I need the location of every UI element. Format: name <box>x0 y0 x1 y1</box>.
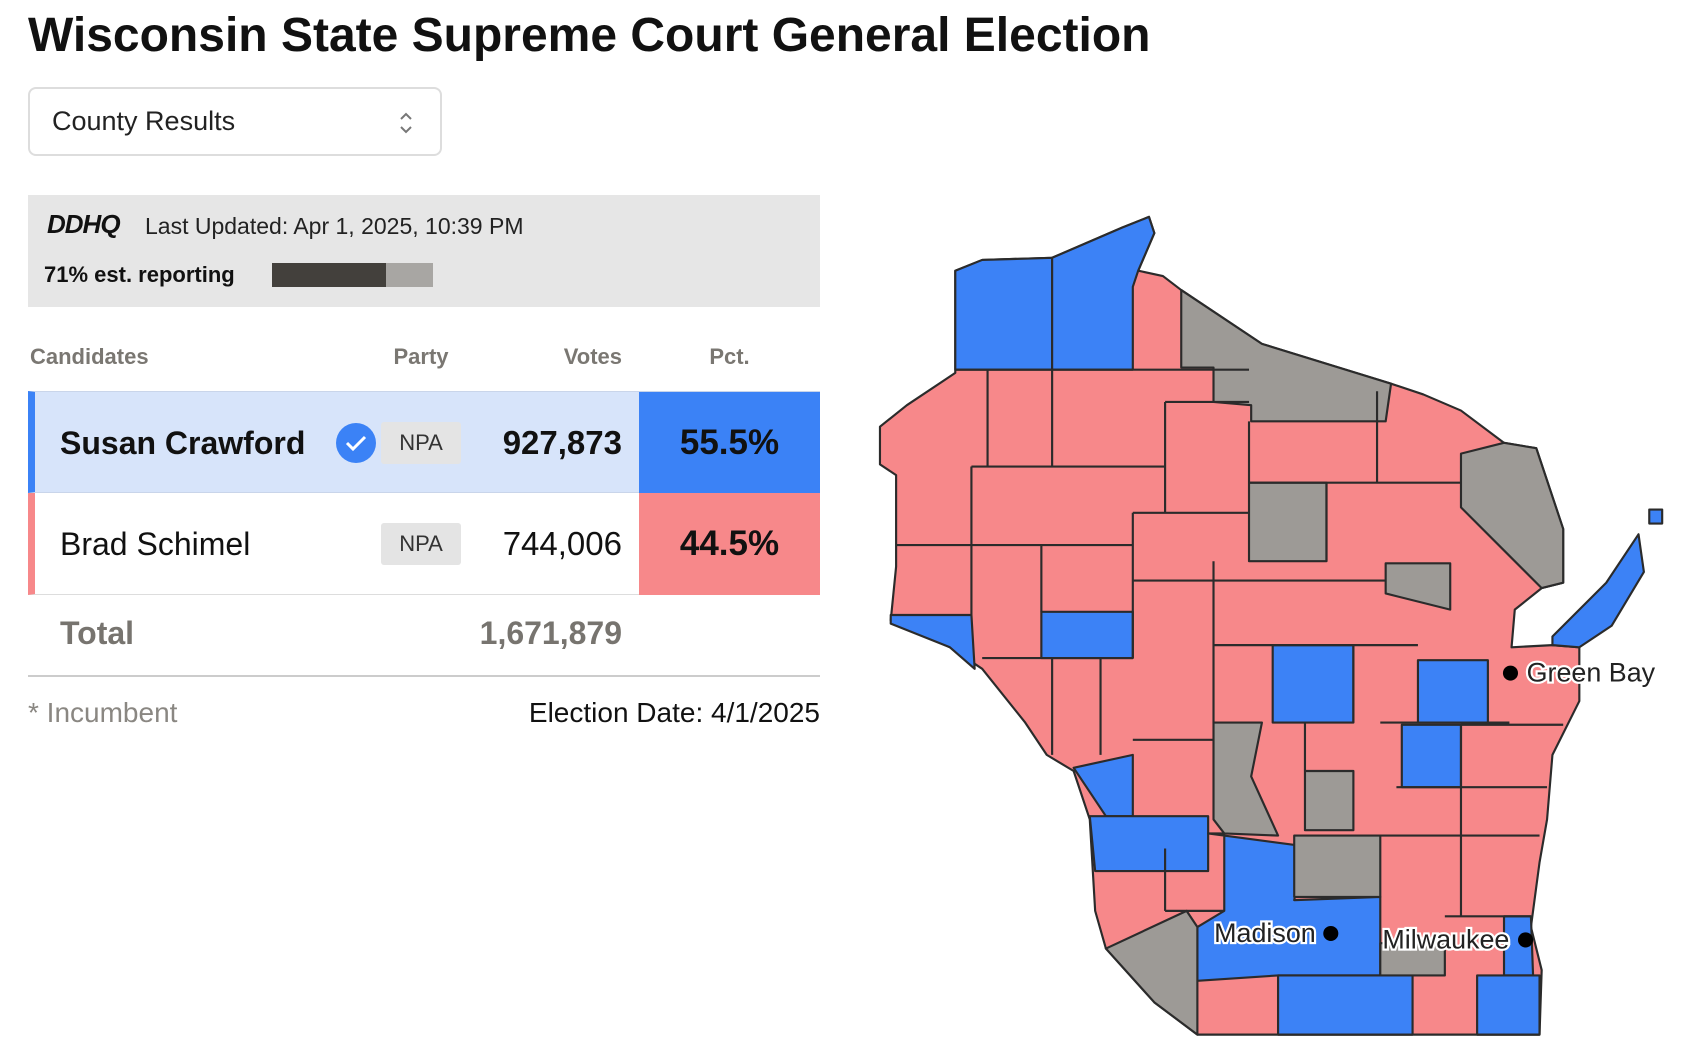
party-badge: NPA <box>381 523 461 565</box>
candidate-name: Brad Schimel <box>60 526 251 562</box>
county <box>1212 721 1280 837</box>
county <box>1276 974 1414 1036</box>
header-candidates: Candidates <box>30 344 149 369</box>
footnote: * Incumbent <box>28 697 178 728</box>
winner-check <box>336 423 376 463</box>
county <box>1476 974 1541 1036</box>
county <box>1384 562 1452 611</box>
county <box>954 256 1054 371</box>
county <box>1104 909 1199 1036</box>
county <box>1088 815 1210 873</box>
view-dropdown[interactable]: County Results <box>28 87 442 156</box>
county <box>1247 481 1328 563</box>
header-votes: Votes <box>563 344 622 369</box>
county <box>889 613 976 670</box>
header-party: Party <box>393 344 449 369</box>
city-label: Madison <box>1214 918 1316 948</box>
county <box>1293 834 1382 898</box>
dropdown-label: County Results <box>52 106 236 136</box>
last-updated: Last Updated: Apr 1, 2025, 10:39 PM <box>145 213 524 239</box>
header-pct: Pct. <box>709 344 750 369</box>
pct: 44.5% <box>639 493 820 595</box>
reporting-bar <box>272 263 433 287</box>
county <box>1180 288 1393 423</box>
election-date: Election Date: 4/1/2025 <box>528 697 820 728</box>
reporting-fill <box>272 263 387 287</box>
county <box>1551 533 1645 649</box>
county <box>1271 644 1355 724</box>
dropdown-arrows <box>400 112 412 134</box>
page-title: Wisconsin State Supreme Court General El… <box>28 9 1151 62</box>
ddhq-logo: DDHQ <box>47 209 121 239</box>
status-panel: DDHQ Last Updated: Apr 1, 2025, 10:39 PM… <box>28 195 820 307</box>
votes: 744,006 <box>502 525 622 562</box>
reporting-label: 71% est. reporting <box>44 262 235 287</box>
total-votes: 1,671,879 <box>479 615 622 651</box>
total-label: Total <box>60 615 135 651</box>
candidate-row: Brad Schimel NPA 744,006 44.5% <box>28 493 820 595</box>
county <box>1379 942 1446 977</box>
county <box>1459 441 1565 590</box>
city-label: Milwaukee <box>1382 925 1509 955</box>
divider <box>28 675 820 677</box>
county <box>1040 610 1134 660</box>
candidate-name: Susan Crawford <box>60 425 306 461</box>
city-dot <box>1502 665 1519 681</box>
county <box>1648 508 1664 525</box>
pct: 55.5% <box>639 392 820 494</box>
county-map: Green Bay Madison Milwaukee <box>878 215 1664 1036</box>
county <box>1400 723 1463 789</box>
votes: 927,873 <box>502 424 622 461</box>
city-dot <box>1518 932 1534 948</box>
county <box>1303 769 1355 832</box>
party-badge: NPA <box>381 422 461 464</box>
city-label: Green Bay <box>1527 658 1656 688</box>
county-borders <box>896 368 1564 918</box>
city-markers: Green Bay Madison Milwaukee <box>1212 656 1658 957</box>
candidate-row: Susan Crawford NPA 927,873 55.5% <box>28 391 820 494</box>
county <box>1416 659 1489 724</box>
city-dot <box>1323 925 1339 942</box>
